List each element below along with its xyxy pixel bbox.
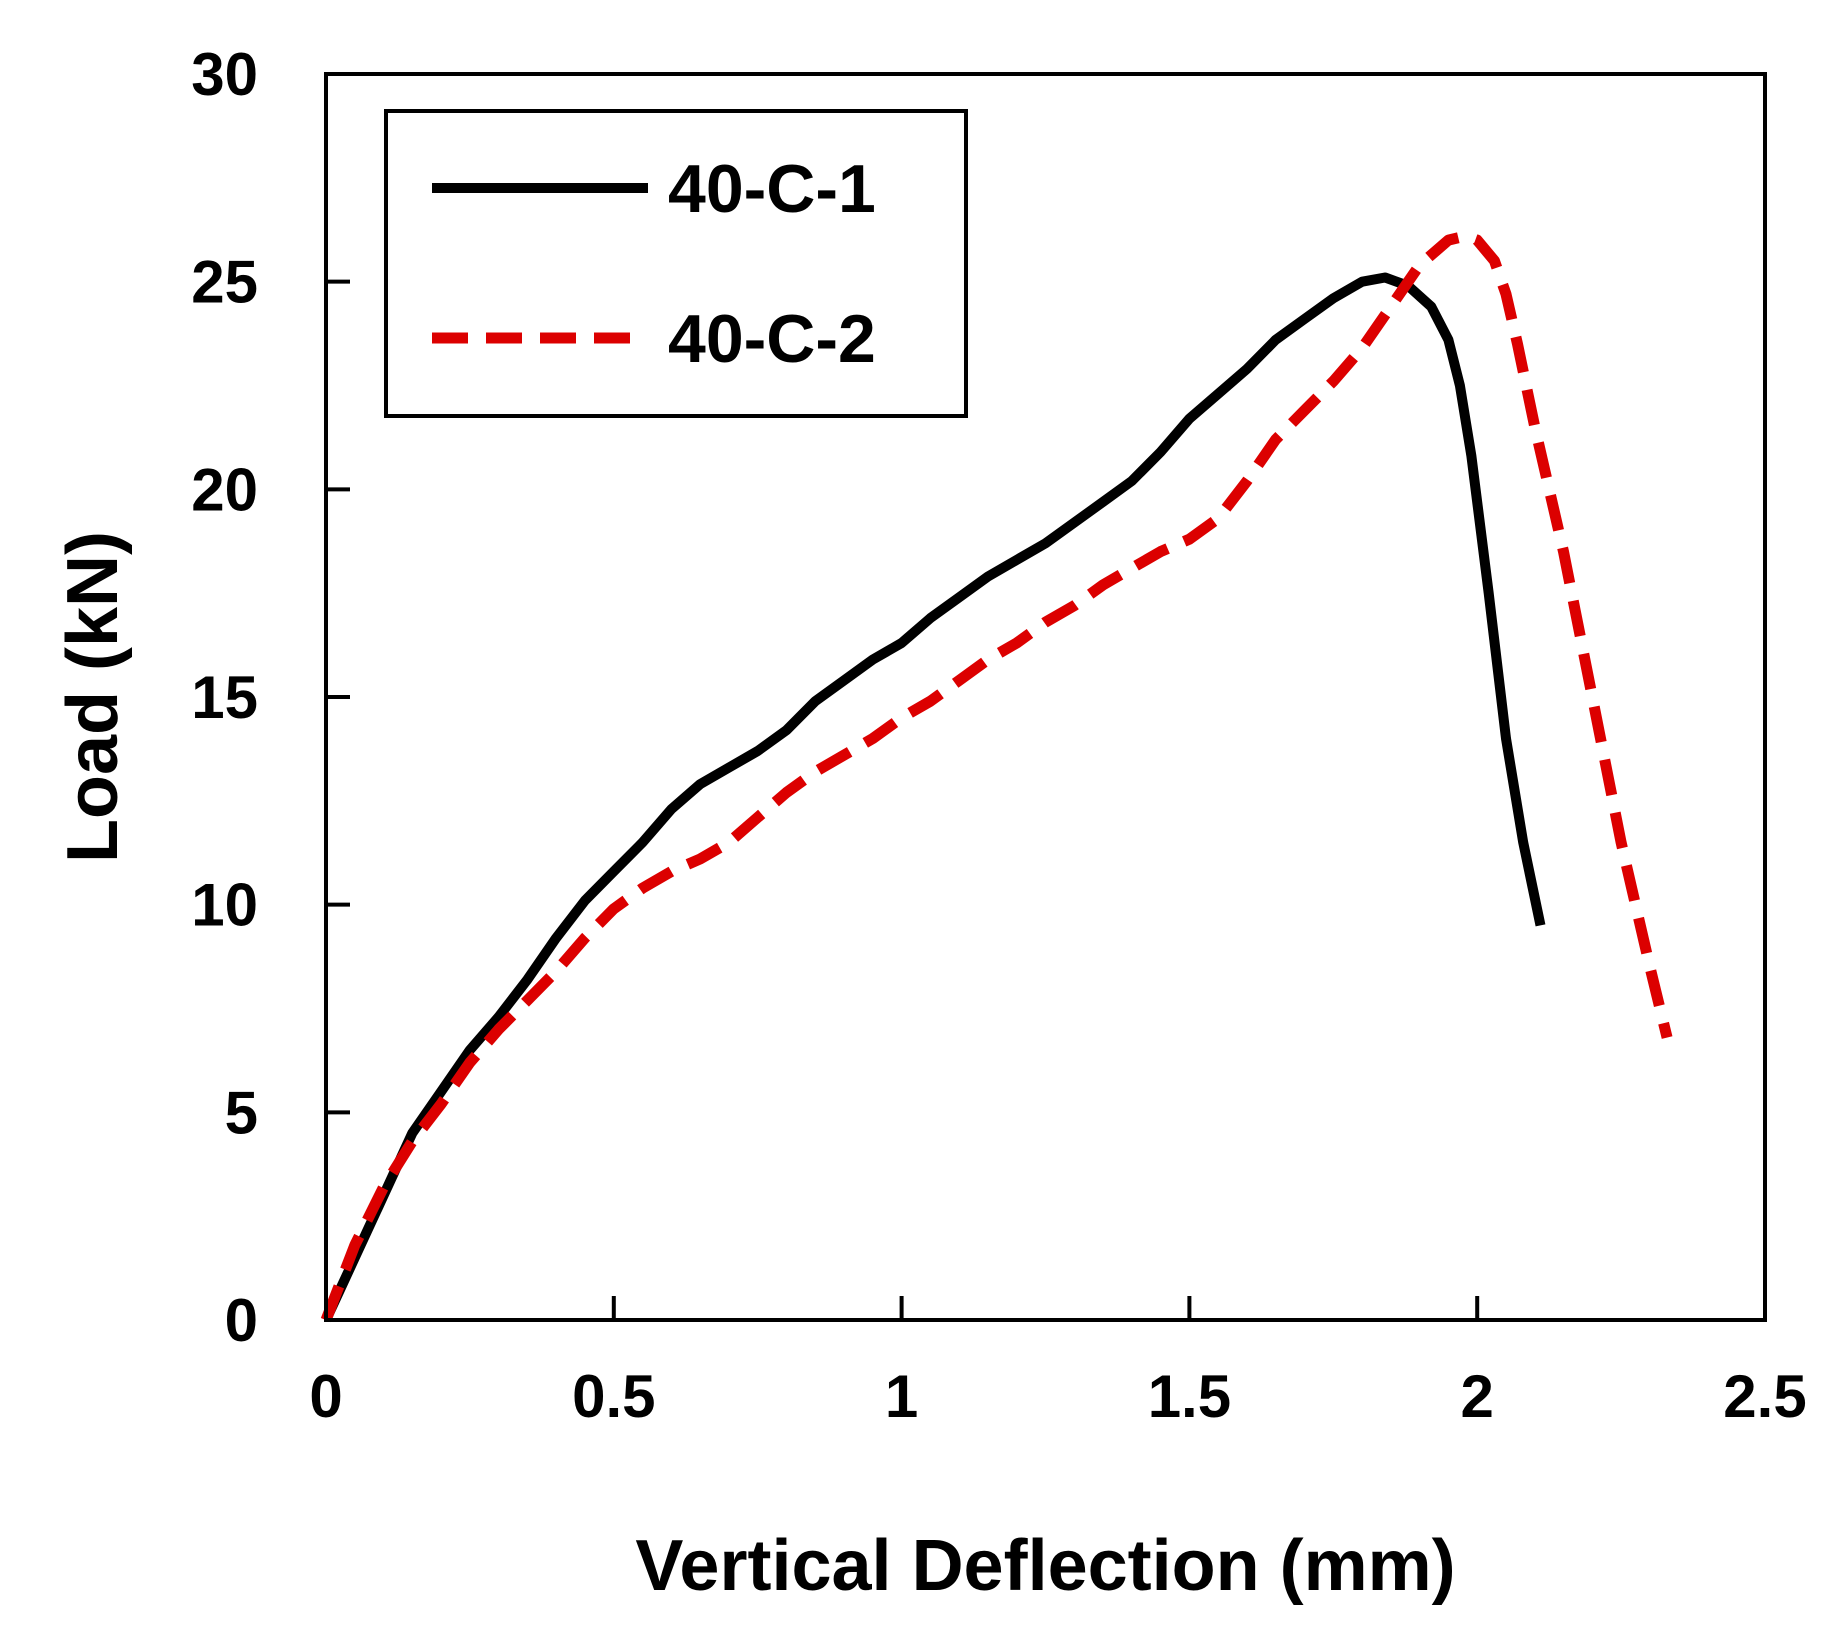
legend-label: 40-C-2 xyxy=(668,301,876,377)
y-tick-label: 20 xyxy=(191,456,258,523)
x-tick-label: 0.5 xyxy=(572,1363,655,1430)
y-tick-label: 0 xyxy=(225,1287,258,1354)
plot-area xyxy=(320,230,1673,1323)
x-tick-label: 1.5 xyxy=(1148,1363,1231,1430)
legend-box xyxy=(384,109,968,418)
y-tick-label: 5 xyxy=(225,1079,258,1146)
x-tick-label: 1 xyxy=(885,1363,918,1430)
y-tick-label: 25 xyxy=(191,249,258,316)
y-tick-label: 30 xyxy=(191,41,258,108)
x-tick-label: 2.5 xyxy=(1723,1363,1806,1430)
series-line-40-C-2 xyxy=(320,230,1673,1322)
y-tick-label: 15 xyxy=(191,664,258,731)
y-tick-label: 10 xyxy=(191,872,258,939)
x-axis-title: Vertical Deflection (mm) xyxy=(635,1526,1455,1606)
legend: 40-C-1 40-C-2 xyxy=(384,109,968,418)
x-tick-label: 0 xyxy=(309,1363,342,1430)
y-axis-title: Load (kN) xyxy=(53,531,133,863)
axes: 0 0.5 1 1.5 2 2.5 0 5 10 15 20 25 30 Vertical Deflect… xyxy=(53,41,1807,1606)
x-tick-label: 2 xyxy=(1461,1363,1494,1430)
legend-label: 40-C-1 xyxy=(668,151,876,227)
series-line-40-C-1 xyxy=(321,272,1546,1323)
